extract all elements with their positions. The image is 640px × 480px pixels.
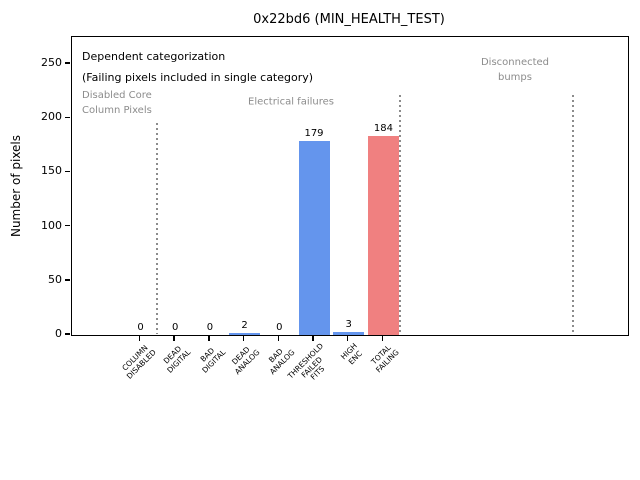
y-tick-label: 200: [41, 110, 62, 124]
y-tick-label: 150: [41, 164, 62, 178]
x-tick-label: DEAD DIGITAL: [161, 344, 192, 375]
y-tick-label: 50: [48, 272, 62, 286]
x-tick-mark: [208, 336, 210, 341]
x-tick-mark: [346, 336, 349, 341]
x-tick-mark: [242, 336, 245, 341]
x-tick-label: TOTAL FAILING: [369, 343, 401, 375]
bar-high-enc: [333, 332, 365, 335]
annotation-electrical-failures: Electrical failures: [248, 96, 334, 108]
y-tick-mark: [65, 224, 70, 227]
bar-value-label: 0: [172, 322, 179, 333]
y-tick-label: 0: [55, 327, 62, 340]
y-tick-mark: [65, 170, 70, 173]
x-tick-mark: [138, 336, 141, 341]
x-tick-mark: [381, 336, 384, 341]
x-tick-mark: [277, 336, 280, 341]
bar-value-label: 2: [241, 320, 248, 331]
annotation-disconnected-bumps: Disconnected bumps: [480, 57, 550, 83]
x-tick-label: BAD DIGITAL: [198, 345, 227, 375]
annotation-dependent-categorization: Dependent categorization (Failing pixels…: [82, 50, 314, 84]
y-tick-label: 100: [41, 218, 62, 232]
y-tick-mark: [65, 333, 70, 335]
x-tick-label: COLUMN DISABLED: [119, 343, 158, 381]
bar-total-failing: [367, 136, 399, 335]
annotation-disabled-core-column-pixels: Disabled Core Column Pixels: [82, 90, 152, 116]
bar-value-label: 179: [304, 128, 324, 139]
section-separator-dotted-line: [399, 95, 401, 334]
x-tick-mark: [312, 336, 314, 341]
section-separator-dotted-line: [156, 123, 158, 334]
x-tick-label: HIGH ENC: [339, 341, 365, 367]
bar-value-label: 0: [137, 322, 144, 333]
bar-threshold-failed-fits: [298, 141, 330, 335]
y-tick-mark: [65, 62, 70, 64]
x-tick-mark: [173, 336, 175, 341]
plot-area: 0 0 0 2 0 179 3 184: [71, 36, 629, 336]
section-separator-dotted-line: [572, 95, 574, 334]
bar-dead-analog: [229, 333, 261, 335]
bar-value-label: 0: [206, 322, 214, 333]
y-tick-mark: [65, 116, 70, 119]
chart-title: 0x22bd6 (MIN_HEALTH_TEST): [253, 12, 445, 27]
bar-value-label: 0: [276, 322, 283, 333]
bar-value-label: 3: [345, 319, 352, 330]
bar-value-label: 184: [373, 123, 393, 134]
x-tick-label: DEAD ANALOG: [230, 344, 262, 376]
y-tick-mark: [65, 279, 70, 281]
y-tick-label: 250: [41, 56, 62, 70]
